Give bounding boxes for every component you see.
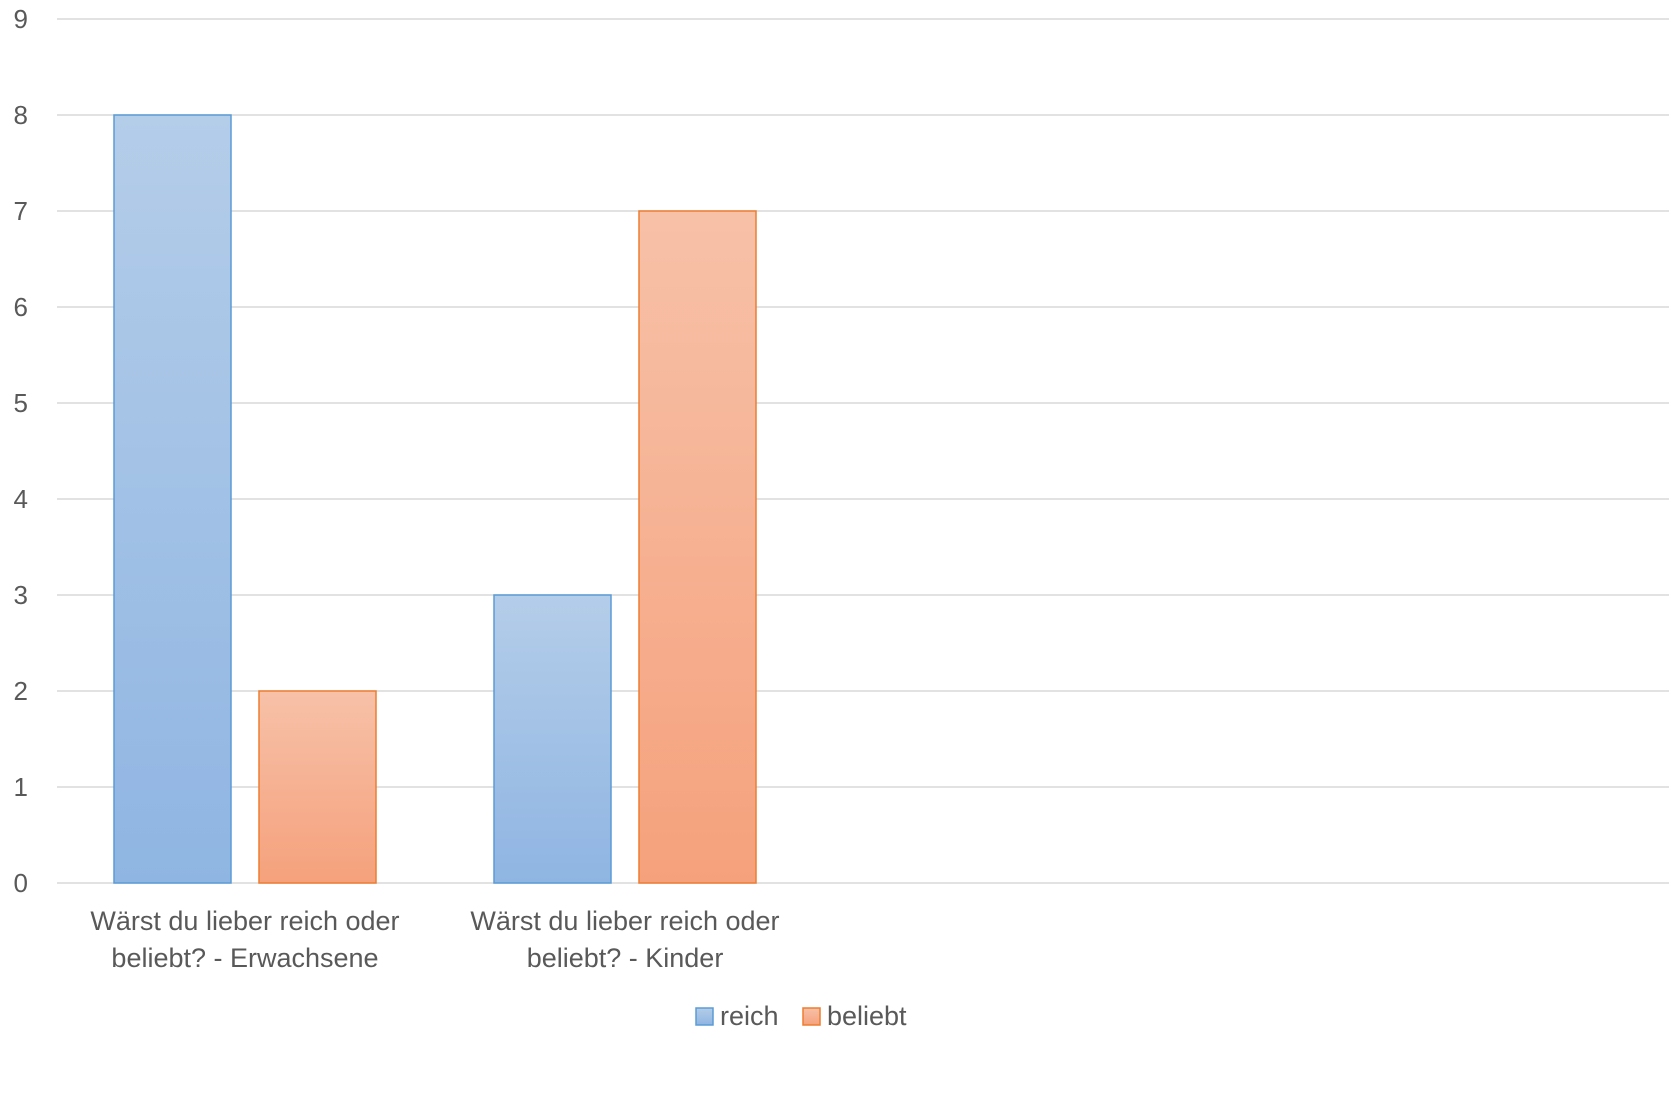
y-tick-label-3: 3 [14, 580, 28, 610]
y-axis-tick-labels: 0 1 2 3 4 5 6 7 8 9 [14, 4, 28, 898]
y-tick-label-6: 6 [14, 292, 28, 322]
y-tick-label-7: 7 [14, 196, 28, 226]
bars [113, 114, 757, 884]
y-tick-label-4: 4 [14, 484, 28, 514]
bar-beliebt-2 [638, 210, 757, 884]
y-tick-label-1: 1 [14, 772, 28, 802]
y-tick-label-9: 9 [14, 4, 28, 34]
y-tick-label-5: 5 [14, 388, 28, 418]
bar-reich-2 [493, 594, 612, 884]
y-tick-label-8: 8 [14, 100, 28, 130]
y-tick-label-0: 0 [14, 868, 28, 898]
x-category-label-2: Wärst du lieber reich oder beliebt? - Kin… [470, 906, 779, 973]
bar-beliebt-1 [258, 690, 377, 884]
legend-label-reich: reich [720, 1001, 779, 1031]
legend: reich beliebt [695, 1001, 907, 1031]
x-category-label-1: Wärst du lieber reich oder beliebt? - Erw… [90, 906, 399, 973]
y-tick-label-2: 2 [14, 676, 28, 706]
x-axis-category-labels: Wärst du lieber reich oder beliebt? - Erw… [90, 906, 779, 973]
bar-reich-1 [113, 114, 232, 884]
legend-label-beliebt: beliebt [827, 1001, 907, 1031]
legend-swatch-beliebt [802, 1007, 821, 1026]
legend-swatch-reich [695, 1007, 714, 1026]
